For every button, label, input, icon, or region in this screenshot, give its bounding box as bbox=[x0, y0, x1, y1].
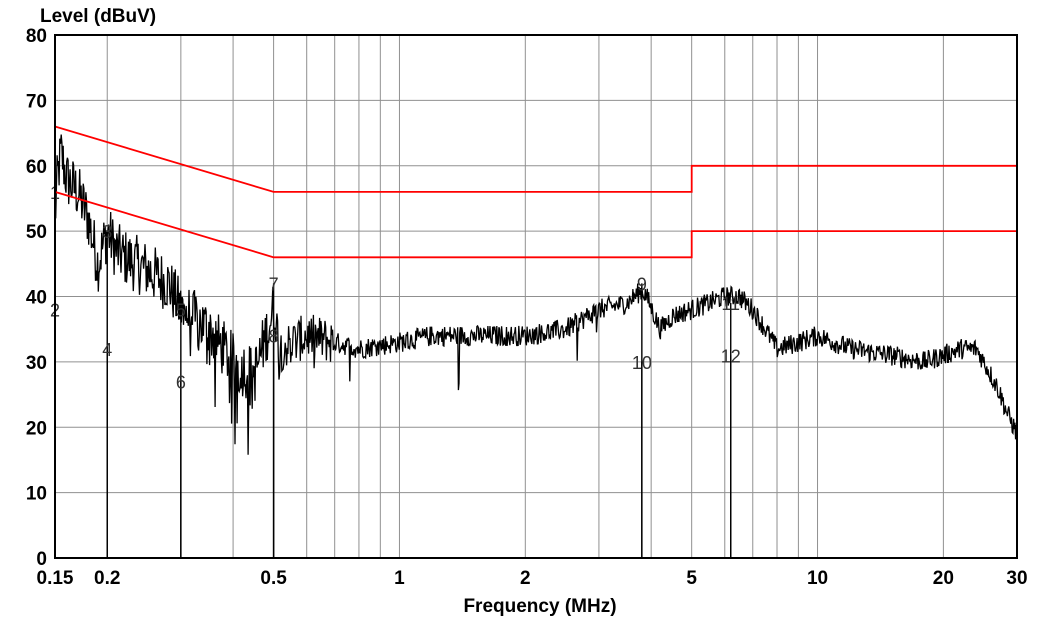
limit-lines bbox=[54, 125, 1017, 259]
y-tick-label: 60 bbox=[26, 157, 47, 178]
measurement-trace bbox=[54, 134, 1018, 455]
x-axis-ticks: 0.15 0.2 0.5 1 2 5 10 20 30 bbox=[37, 568, 1028, 589]
x-tick-label: 0.2 bbox=[94, 568, 120, 589]
marker-label-5: 5 bbox=[176, 301, 186, 321]
x-tick-label: 5 bbox=[686, 568, 697, 589]
y-tick-label: 70 bbox=[26, 91, 47, 112]
x-tick-label: 20 bbox=[933, 568, 954, 589]
marker-label-8: 8 bbox=[269, 327, 279, 347]
marker-label-10: 10 bbox=[632, 353, 652, 373]
x-axis-title: Frequency (MHz) bbox=[463, 596, 616, 617]
marker-label-6: 6 bbox=[176, 372, 186, 392]
marker-label-12: 12 bbox=[721, 346, 741, 366]
x-tick-label: 2 bbox=[520, 568, 531, 589]
x-tick-label: 1 bbox=[394, 568, 405, 589]
y-tick-label: 80 bbox=[26, 26, 47, 47]
x-tick-label: 10 bbox=[807, 568, 828, 589]
trace-line bbox=[54, 134, 1018, 455]
y-tick-label: 30 bbox=[26, 353, 47, 374]
y-axis-ticks: 0 10 20 30 40 50 60 70 80 bbox=[26, 26, 47, 570]
limit-line-2 bbox=[54, 191, 1017, 259]
y-tick-label: 40 bbox=[26, 288, 47, 309]
y-tick-label: 0 bbox=[36, 549, 47, 570]
y-tick-label: 50 bbox=[26, 222, 47, 243]
marker-label-9: 9 bbox=[637, 274, 647, 294]
marker-label-3: 3 bbox=[102, 222, 112, 242]
plot-frame bbox=[54, 34, 1018, 559]
x-tick-label: 0.5 bbox=[260, 568, 287, 589]
y-axis-title: Level (dBuV) bbox=[40, 6, 156, 27]
x-tick-label: 30 bbox=[1006, 568, 1027, 589]
marker-label-11: 11 bbox=[721, 294, 740, 314]
y-tick-label: 20 bbox=[26, 418, 47, 439]
marker-label-7: 7 bbox=[269, 274, 279, 294]
x-tick-label: 0.15 bbox=[37, 568, 74, 589]
marker-label-4: 4 bbox=[102, 340, 112, 360]
y-tick-label: 10 bbox=[26, 484, 47, 505]
limit-line-1 bbox=[54, 125, 1017, 193]
